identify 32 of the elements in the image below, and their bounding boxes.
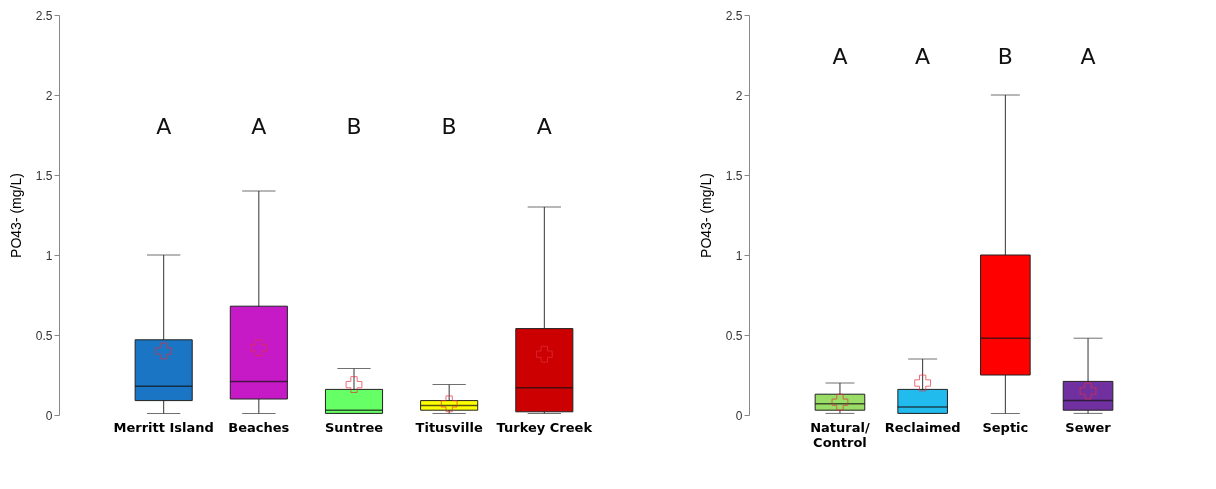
annotation: A: [251, 114, 267, 139]
y-tick-label: 1.5: [35, 168, 53, 183]
x-tick-label: Suntree: [324, 419, 384, 435]
y-tick-label: 2.5: [725, 8, 743, 23]
y-tick-label: 0.5: [35, 328, 53, 343]
x-tick-label: Septic: [982, 419, 1029, 435]
y-axis-title: PO43- (mg/L): [7, 173, 24, 258]
annotation: A: [536, 114, 552, 139]
y-tick-label: 2.5: [35, 8, 53, 23]
x-tick-label: Sewer: [1065, 419, 1112, 435]
x-tick-label: Natural/ Control: [810, 419, 870, 450]
annotation: A: [915, 44, 931, 69]
y-tick-label: 1: [45, 248, 53, 263]
y-tick-label: 2: [735, 88, 743, 103]
y-tick-label: 0: [45, 408, 53, 423]
y-tick-label: 1: [735, 248, 743, 263]
annotation: A: [156, 114, 172, 139]
x-tick-label: Turkey Creek: [496, 419, 593, 435]
x-tick-label: Reclaimed: [884, 419, 961, 435]
annotation: B: [346, 114, 362, 139]
y-tick-label: 0.5: [725, 328, 743, 343]
x-tick-label: Titusville: [415, 419, 483, 435]
annotation: B: [997, 44, 1013, 69]
annotation: A: [832, 44, 848, 69]
annotation: B: [441, 114, 457, 139]
x-tick-label: Merritt Island: [113, 419, 214, 435]
y-axis-title: PO43- (mg/L): [697, 173, 714, 258]
x-tick-label: Beaches: [228, 419, 290, 435]
y-tick-label: 2: [45, 88, 53, 103]
y-tick-label: 0: [735, 408, 743, 423]
y-tick-label: 1.5: [725, 168, 743, 183]
annotation: A: [1080, 44, 1096, 69]
